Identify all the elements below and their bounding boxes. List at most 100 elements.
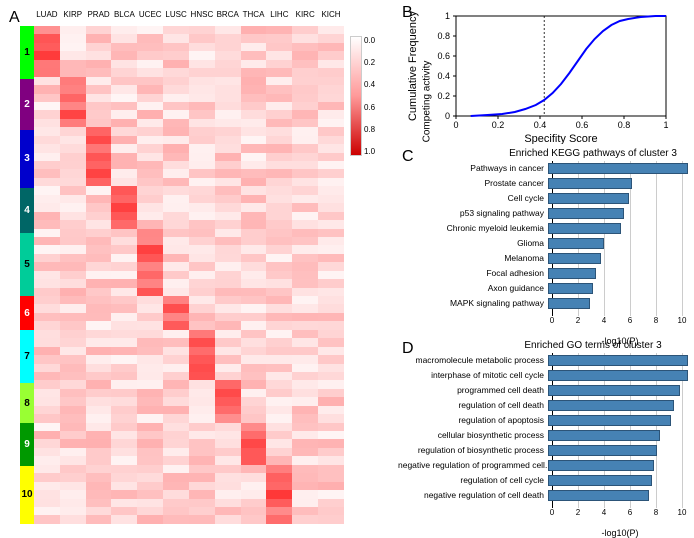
bar-label: interphase of mitotic cell cycle bbox=[398, 370, 548, 380]
colorbar-tick: 0.8 bbox=[364, 125, 375, 134]
colorbar: 0.00.20.40.60.81.0 Competing activity bbox=[350, 36, 400, 156]
bar-fill bbox=[548, 475, 652, 486]
heatmap-col-header: UCEC bbox=[137, 10, 163, 24]
cluster-segment: 7 bbox=[20, 330, 34, 383]
bar-row: Melanoma bbox=[398, 251, 688, 265]
kegg-bars: Pathways in cancer Prostate cancer Cell cy… bbox=[398, 161, 688, 316]
x-tick: 6 bbox=[628, 508, 632, 517]
go-bars: macromolecule metabolic process interphas… bbox=[398, 353, 688, 508]
panel-c-title: Enriched KEGG pathways of cluster 3 bbox=[498, 148, 688, 159]
bar-fill bbox=[548, 178, 632, 189]
panel-c-x-axis: 0246810 bbox=[552, 316, 682, 336]
cluster-segment: 9 bbox=[20, 423, 34, 465]
bar-fill bbox=[548, 445, 657, 456]
cluster-segment: 2 bbox=[20, 79, 34, 130]
x-tick: 10 bbox=[678, 316, 687, 325]
bar-fill bbox=[548, 430, 660, 441]
svg-text:0.6: 0.6 bbox=[576, 120, 589, 130]
svg-text:1: 1 bbox=[445, 11, 450, 21]
bar-label: programmed cell death bbox=[398, 385, 548, 395]
cluster-segment: 8 bbox=[20, 383, 34, 423]
cluster-segment: 10 bbox=[20, 466, 34, 524]
svg-text:0.4: 0.4 bbox=[437, 71, 450, 81]
bar-label: Chronic myeloid leukemia bbox=[398, 223, 548, 233]
cluster-segment: 6 bbox=[20, 296, 34, 330]
bar-label: regulation of biosynthetic process bbox=[398, 445, 548, 455]
bar-row: regulation of biosynthetic process bbox=[398, 443, 688, 457]
bar-label: Cell cycle bbox=[398, 193, 548, 203]
heatmap-col-header: KIRC bbox=[292, 10, 318, 24]
bar-fill bbox=[548, 268, 596, 279]
colorbar-tick: 0.4 bbox=[364, 80, 375, 89]
bar-label: negative regulation of programmed cell..… bbox=[398, 460, 548, 470]
bar-row: interphase of mitotic cell cycle bbox=[398, 368, 688, 382]
heatmap-col-header: BRCA bbox=[215, 10, 241, 24]
bar-fill bbox=[548, 208, 624, 219]
bar-fill bbox=[548, 355, 688, 366]
heatmap-col-header: KIRP bbox=[60, 10, 86, 24]
bar-fill bbox=[548, 490, 649, 501]
bar-row: cellular biosynthetic process bbox=[398, 428, 688, 442]
colorbar-gradient bbox=[350, 36, 362, 156]
x-tick: 4 bbox=[602, 316, 606, 325]
bar-label: regulation of cell death bbox=[398, 400, 548, 410]
bar-row: Focal adhesion bbox=[398, 266, 688, 280]
panel-d-barchart: D Enriched GO terms of cluster 3 macromo… bbox=[398, 340, 688, 532]
svg-text:0: 0 bbox=[445, 111, 450, 121]
panel-d-title: Enriched GO terms of cluster 3 bbox=[498, 340, 688, 351]
cluster-segment: 1 bbox=[20, 26, 34, 79]
heatmap-col-header: LUSC bbox=[163, 10, 189, 24]
svg-text:Specifity Score: Specifity Score bbox=[524, 133, 597, 144]
bar-row: Axon guidance bbox=[398, 281, 688, 295]
bar-fill bbox=[548, 400, 674, 411]
svg-text:Cumulative Frequency: Cumulative Frequency bbox=[407, 10, 419, 121]
bar-fill bbox=[548, 238, 604, 249]
bar-row: regulation of cell cycle bbox=[398, 473, 688, 487]
bar-row: programmed cell death bbox=[398, 383, 688, 397]
bar-fill bbox=[548, 298, 590, 309]
bar-row: Cell cycle bbox=[398, 191, 688, 205]
x-tick: 0 bbox=[550, 508, 554, 517]
panel-a-heatmap: A LUADKIRPPRADBLCAUCECLUSCHNSCBRCATHCALI… bbox=[8, 8, 388, 528]
bar-fill bbox=[548, 223, 621, 234]
colorbar-tick: 1.0 bbox=[364, 147, 375, 156]
bar-row: p53 signaling pathway bbox=[398, 206, 688, 220]
bar-fill bbox=[548, 283, 593, 294]
heatmap-col-header: HNSC bbox=[189, 10, 215, 24]
svg-text:0.6: 0.6 bbox=[437, 51, 450, 61]
cluster-segment: 3 bbox=[20, 130, 34, 188]
colorbar-tick: 0.2 bbox=[364, 58, 375, 67]
bar-row: MAPK signaling pathway bbox=[398, 296, 688, 310]
bar-fill bbox=[548, 370, 688, 381]
cluster-color-bar: 12345678910 bbox=[20, 26, 34, 524]
bar-row: Chronic myeloid leukemia bbox=[398, 221, 688, 235]
bar-label: negative regulation of cell death bbox=[398, 490, 548, 500]
bar-row: Prostate cancer bbox=[398, 176, 688, 190]
heatmap-grid bbox=[34, 26, 344, 524]
heatmap-col-header: LIHC bbox=[266, 10, 292, 24]
bar-row: regulation of apoptosis bbox=[398, 413, 688, 427]
heatmap-col-header: KICH bbox=[318, 10, 344, 24]
bar-row: regulation of cell death bbox=[398, 398, 688, 412]
bar-row: Pathways in cancer bbox=[398, 161, 688, 175]
x-tick: 2 bbox=[576, 316, 580, 325]
x-tick: 0 bbox=[550, 316, 554, 325]
bar-row: negative regulation of cell death bbox=[398, 488, 688, 502]
svg-text:0.2: 0.2 bbox=[492, 120, 505, 130]
bar-label: Prostate cancer bbox=[398, 178, 548, 188]
colorbar-tick: 0.6 bbox=[364, 103, 375, 112]
bar-row: Glioma bbox=[398, 236, 688, 250]
svg-text:0.2: 0.2 bbox=[437, 91, 450, 101]
heatmap-col-header: PRAD bbox=[86, 10, 112, 24]
svg-text:0.4: 0.4 bbox=[534, 120, 547, 130]
svg-text:1: 1 bbox=[663, 120, 668, 130]
bar-row: macromolecule metabolic process bbox=[398, 353, 688, 367]
bar-label: Axon guidance bbox=[398, 283, 548, 293]
x-tick: 4 bbox=[602, 508, 606, 517]
panel-c-barchart: C Enriched KEGG pathways of cluster 3 Pa… bbox=[398, 148, 688, 336]
cumulative-frequency-chart: 00.20.40.60.8100.20.40.60.81Specifity Sc… bbox=[398, 4, 688, 144]
panel-b-label: B bbox=[402, 4, 413, 22]
bar-label: Glioma bbox=[398, 238, 548, 248]
svg-text:0.8: 0.8 bbox=[618, 120, 631, 130]
svg-text:0.8: 0.8 bbox=[437, 31, 450, 41]
